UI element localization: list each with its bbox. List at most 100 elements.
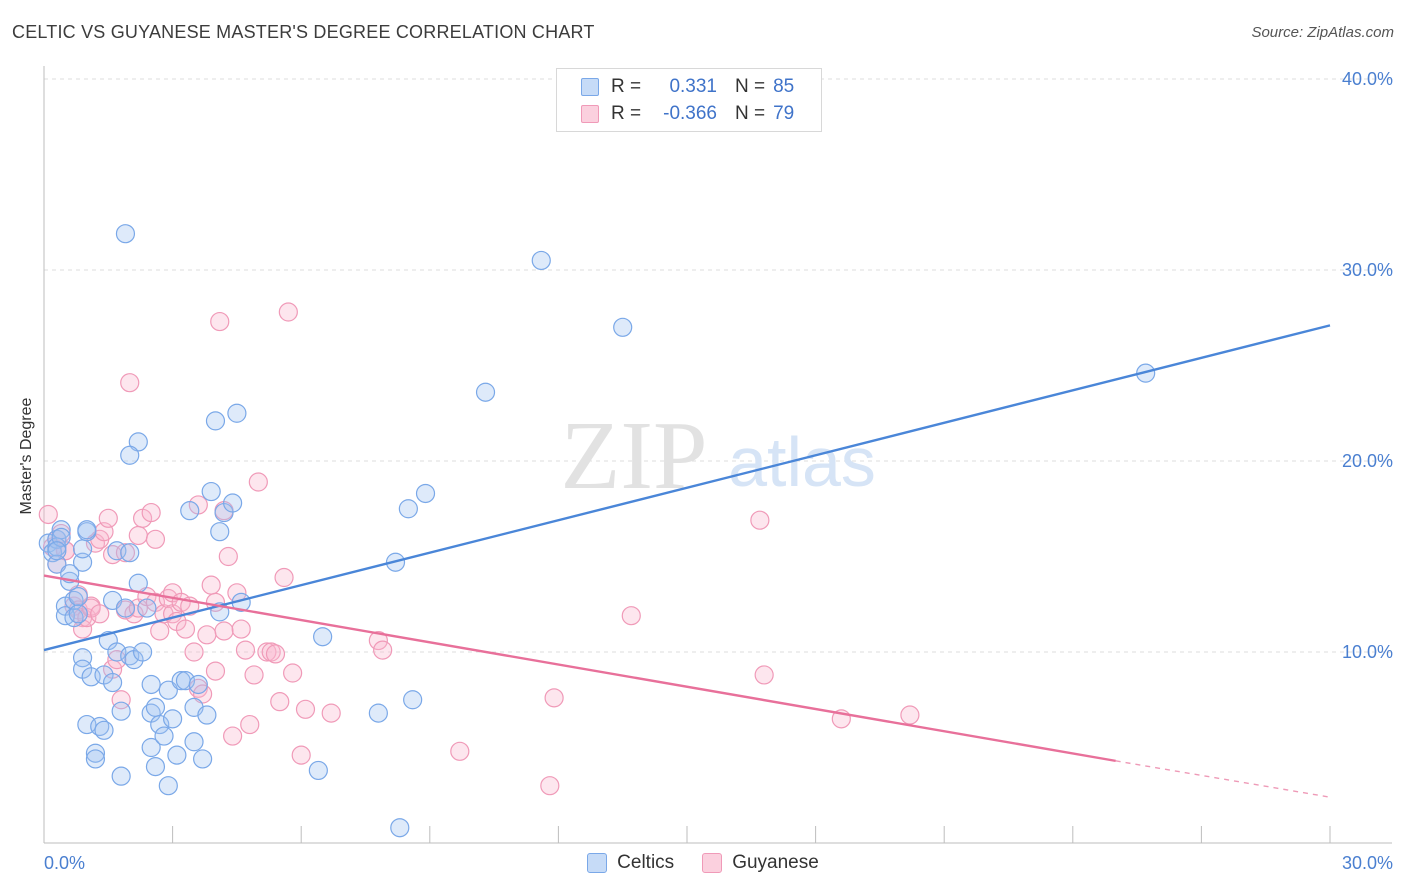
celtics-point: [141, 737, 161, 758]
celtics-point: [85, 749, 106, 769]
celtics-point: [107, 642, 127, 662]
guyanese-point: [244, 665, 264, 685]
celtics-point: [210, 522, 230, 542]
celtics-point: [132, 642, 153, 662]
y-tick-label: 30.0%: [1342, 260, 1393, 280]
guyanese-point: [240, 714, 260, 735]
celtics-point: [205, 411, 226, 431]
celtics-point: [145, 756, 166, 777]
guyanese-point: [621, 606, 641, 626]
guyanese-point: [750, 510, 770, 530]
watermark-atlas: atlas: [728, 423, 876, 501]
guyanese-point: [450, 741, 470, 761]
celtics-point: [72, 539, 93, 559]
source-label: Source: ZipAtlas.com: [1251, 24, 1394, 41]
legend-row-celtics: R = 0.331 N = 85: [581, 74, 794, 100]
celtics-point: [308, 760, 328, 781]
guyanese-point: [540, 776, 560, 796]
bottom-legend: Celtics Guyanese: [0, 852, 1406, 874]
bottom-legend-celtics: Celtics: [587, 852, 674, 874]
gridlines: [44, 78, 1392, 653]
guyanese-point: [235, 640, 256, 660]
celtics-point: [398, 499, 418, 519]
guyanese-point: [193, 684, 213, 704]
celtics-point: [184, 732, 204, 752]
celtics-point: [193, 749, 213, 769]
celtics-point: [85, 743, 106, 763]
guyanese-point: [111, 690, 131, 710]
celtics-point: [68, 587, 88, 607]
guyanese-point: [38, 504, 58, 525]
guyanese-point: [248, 472, 268, 492]
celtics-point: [120, 445, 140, 465]
legend-n-value: 79: [773, 103, 795, 124]
legend-n-value: 85: [773, 76, 795, 97]
tick-labels: 10.0% 20.0% 30.0% 40.0% 0.0% 30.0%: [44, 69, 1393, 873]
celtics-point: [111, 701, 131, 721]
legend-swatch-guyanese: [581, 105, 599, 123]
celtics-point: [167, 745, 187, 765]
celtics-point: [197, 705, 217, 725]
legend-r-label: R =: [611, 103, 642, 124]
bottom-legend-label-guyanese: Guyanese: [732, 852, 819, 873]
bottom-legend-swatch-guyanese: [702, 853, 723, 873]
celtics-point: [180, 501, 200, 521]
celtics-point: [313, 627, 333, 647]
y-tick-label: 10.0%: [1342, 642, 1393, 662]
guyanese-point: [201, 575, 221, 595]
celtics-point: [77, 520, 97, 540]
guyanese-point: [265, 644, 286, 664]
celtics-point: [68, 604, 88, 624]
guyanese-point: [900, 705, 920, 725]
watermark-zip: ZIP: [561, 402, 708, 510]
y-tick-label: 20.0%: [1342, 451, 1393, 471]
guyanese-point: [145, 529, 166, 549]
guyanese-point: [231, 619, 251, 639]
x-tick-label: 30.0%: [1342, 853, 1393, 873]
guyanese-point: [373, 640, 393, 660]
celtics-point: [102, 672, 123, 693]
celtics-points: [38, 224, 1156, 838]
guyanese-point: [107, 650, 127, 670]
celtics-point: [175, 671, 196, 691]
guyanese-point: [210, 311, 230, 332]
guyanese-point: [754, 665, 774, 685]
celtics-point: [137, 598, 157, 618]
celtics-point: [403, 690, 423, 710]
legend-n-label: N =: [735, 103, 766, 124]
bottom-legend-label-celtics: Celtics: [617, 852, 675, 873]
legend-row-guyanese: R = -0.366 N = 79: [581, 101, 794, 127]
legend-r-label: R =: [611, 76, 642, 97]
trend-lines: [43, 324, 1331, 798]
bottom-legend-swatch-celtics: [587, 853, 608, 873]
legend-r-value: 0.331: [669, 76, 717, 97]
celtics-point: [120, 543, 140, 563]
celtics-point: [72, 552, 93, 572]
celtics-point: [390, 818, 410, 838]
celtics-point: [115, 224, 136, 244]
guyanese-point: [141, 502, 161, 523]
guyanese-point: [90, 604, 110, 624]
chart-title: CELTIC VS GUYANESE MASTER'S DEGREE CORRE…: [12, 22, 595, 42]
trend-line-celtics: [43, 324, 1331, 652]
guyanese-point: [274, 567, 294, 588]
guyanese-point: [205, 661, 226, 681]
celtics-point: [415, 483, 436, 504]
guyanese-point: [544, 688, 564, 708]
trend-line-guyanese-extension: [1115, 760, 1331, 798]
guyanese-point: [120, 373, 140, 393]
legend: R = 0.331 N = 85 R = -0.366 N = 79: [556, 68, 822, 132]
legend-r-value: -0.366: [663, 103, 717, 124]
celtics-point: [613, 317, 633, 337]
y-tick-label: 40.0%: [1342, 69, 1393, 89]
guyanese-point: [218, 546, 238, 567]
celtics-point: [47, 541, 67, 561]
guyanese-point: [98, 508, 118, 528]
celtics-point: [158, 680, 178, 700]
celtics-point: [368, 703, 388, 723]
celtics-point: [145, 697, 166, 717]
guyanese-point: [197, 625, 217, 645]
x-tick-label: 0.0%: [44, 853, 85, 873]
celtics-point: [128, 573, 148, 593]
guyanese-point: [295, 699, 316, 719]
